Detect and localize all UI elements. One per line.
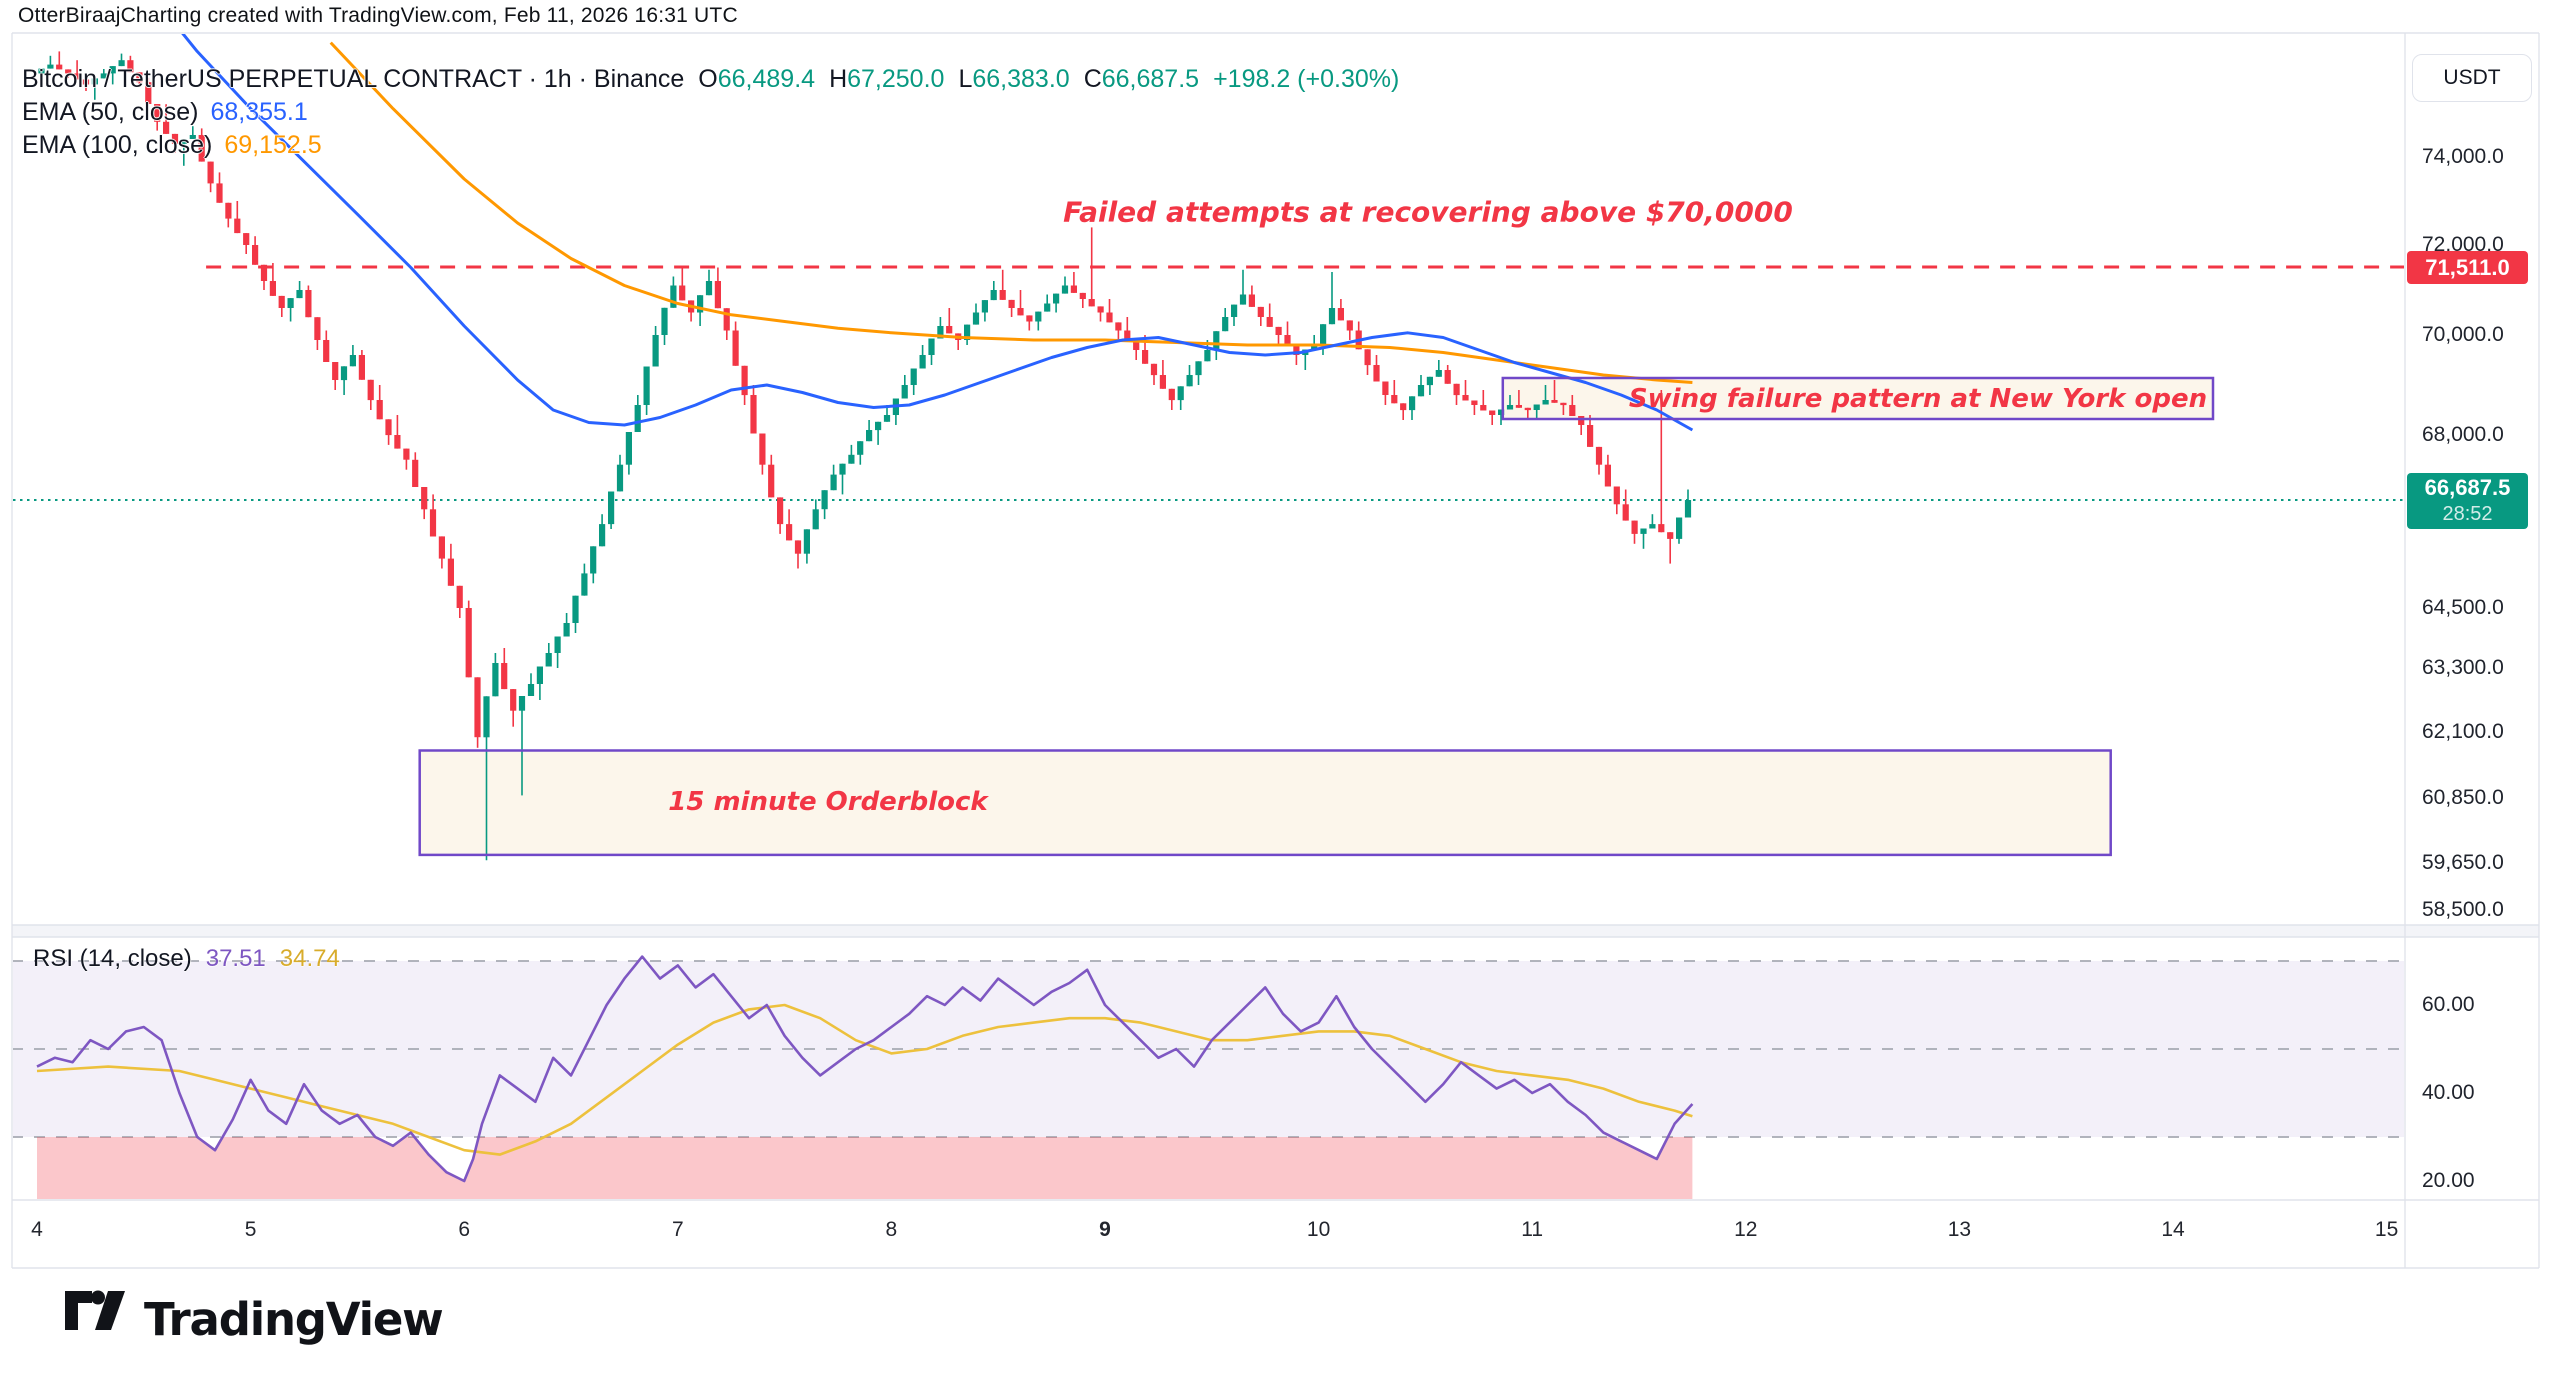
ema100-legend-row[interactable]: EMA (100, close) 69,152.5 bbox=[22, 129, 1399, 162]
change-value: +198.2 (+0.30%) bbox=[1213, 65, 1400, 93]
currency-toggle-button[interactable]: USDT bbox=[2412, 54, 2532, 102]
price-tick-label: 63,300.0 bbox=[2422, 656, 2504, 679]
symbol-legend-row[interactable]: Bitcoin / TetherUS PERPETUAL CONTRACT · … bbox=[22, 63, 1399, 96]
tradingview-wordmark: TradingView bbox=[144, 1292, 444, 1346]
time-axis-label: 9 bbox=[1099, 1218, 1111, 1241]
price-tick-label: 70,000.0 bbox=[2422, 323, 2504, 346]
bar-countdown: 28:52 bbox=[2442, 503, 2493, 525]
price-tick-label: 60,850.0 bbox=[2422, 786, 2504, 809]
time-axis-label: 14 bbox=[2161, 1218, 2185, 1241]
rsi-tick-label: 20.00 bbox=[2422, 1169, 2475, 1192]
time-axis-label: 6 bbox=[458, 1218, 471, 1241]
time-axis-label: 11 bbox=[1521, 1218, 1544, 1241]
alert-price-label[interactable]: 71,511.0 bbox=[2407, 251, 2528, 284]
annotation-swing-failure[interactable]: Swing failure pattern at New York open bbox=[1628, 384, 2208, 414]
price-tick-label: 62,100.0 bbox=[2422, 720, 2504, 743]
price-axis[interactable]: USDT 74,000.0 72,000.0 70,000.0 68,000.0 64,… bbox=[2406, 31, 2556, 1268]
tradingview-logo-icon bbox=[65, 1290, 125, 1330]
rsi-legend[interactable]: RSI (14, close) 37.51 34.74 bbox=[33, 945, 340, 973]
rsi-tick-label: 40.00 bbox=[2422, 1081, 2475, 1104]
annotation-failed-attempts[interactable]: Failed attempts at recovering above $70,… bbox=[1063, 195, 1793, 229]
rsi-ma-line bbox=[36, 1003, 1693, 1156]
time-axis-label: 12 bbox=[1734, 1218, 1758, 1241]
time-axis-label: 10 bbox=[1306, 1218, 1331, 1241]
current-price-label[interactable]: 66,687.5 28:52 bbox=[2407, 473, 2528, 529]
price-tick-label: 74,000.0 bbox=[2422, 145, 2504, 168]
time-axis-label: 4 bbox=[31, 1218, 43, 1241]
low-value: 66,383.0 bbox=[972, 65, 1070, 93]
price-tick-label: 72,000.0 bbox=[2422, 233, 2504, 256]
price-tick-label: 59,650.0 bbox=[2422, 851, 2504, 874]
drawing-box-swing-failure bbox=[1501, 376, 2215, 421]
price-tick-label: 64,500.0 bbox=[2422, 596, 2504, 619]
current-price-value: 66,687.5 bbox=[2424, 475, 2511, 500]
attribution-bar: OtterBiraajCharting created with Trading… bbox=[0, 0, 2560, 31]
price-tick-label: 68,000.0 bbox=[2422, 423, 2504, 446]
time-axis[interactable]: 4 5 6 7 8 9 10 11 12 13 14 15 bbox=[12, 1202, 2406, 1266]
rsi-value: 37.51 bbox=[205, 945, 266, 972]
rsi-line bbox=[36, 955, 1694, 1183]
rsi-label: RSI (14, close) bbox=[33, 945, 192, 972]
time-axis-label: 13 bbox=[1947, 1218, 1972, 1241]
close-value: 66,687.5 bbox=[1101, 65, 1200, 93]
close-label: C bbox=[1083, 65, 1102, 93]
time-axis-label: 15 bbox=[2374, 1218, 2399, 1241]
time-axis-label: 5 bbox=[244, 1218, 257, 1241]
tradingview-logo[interactable]: TradingView bbox=[64, 1290, 444, 1348]
symbol-legend: Bitcoin / TetherUS PERPETUAL CONTRACT · … bbox=[22, 63, 1399, 162]
annotation-orderblock[interactable]: 15 minute Orderblock bbox=[668, 787, 988, 817]
ema100-value: 69,152.5 bbox=[224, 131, 322, 159]
high-value: 67,250.0 bbox=[847, 65, 945, 93]
symbol-title: Bitcoin / TetherUS PERPETUAL CONTRACT · … bbox=[22, 65, 685, 93]
rsi-tick-label: 60.00 bbox=[2422, 993, 2475, 1016]
high-label: H bbox=[829, 65, 848, 93]
ema50-line bbox=[181, 34, 1694, 432]
ema50-value: 68,355.1 bbox=[210, 98, 308, 126]
low-label: L bbox=[958, 65, 973, 93]
time-axis-label: 7 bbox=[671, 1218, 684, 1241]
open-label: O bbox=[698, 65, 718, 93]
price-tick-label: 58,500.0 bbox=[2422, 898, 2504, 921]
ema100-line bbox=[329, 41, 1693, 384]
time-axis-label: 8 bbox=[885, 1218, 898, 1241]
attribution-text: OtterBiraajCharting created with Trading… bbox=[18, 4, 738, 27]
ema50-legend-row[interactable]: EMA (50, close) 68,355.1 bbox=[22, 96, 1399, 129]
ema100-label: EMA (100, close) bbox=[22, 131, 213, 159]
open-value: 66,489.4 bbox=[717, 65, 816, 93]
drawing-box-orderblock bbox=[418, 749, 2112, 857]
ema50-label: EMA (50, close) bbox=[22, 98, 199, 126]
rsi-ma-value: 34.74 bbox=[279, 945, 340, 972]
